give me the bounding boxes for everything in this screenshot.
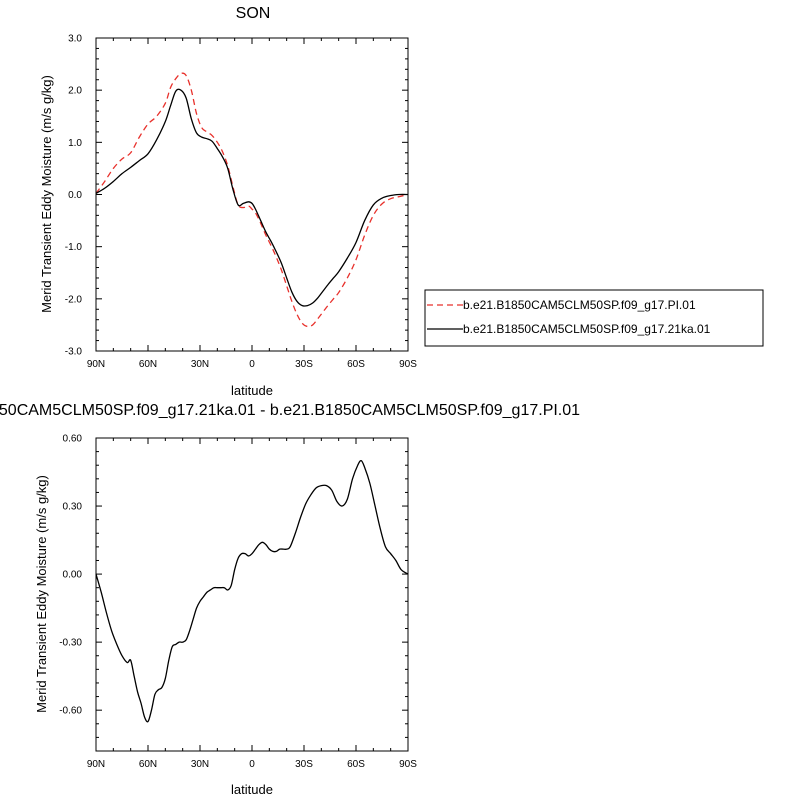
legend-label-21ka: b.e21.B1850CAM5CLM50SP.f09_g17.21ka.01 [463, 322, 711, 336]
x-axis-label: latitude [231, 383, 273, 398]
series-line-0 [95, 72, 409, 328]
legend: b.e21.B1850CAM5CLM50SP.f09_g17.PI.01 b.e… [424, 289, 764, 347]
x-tick-label: 90S [399, 359, 417, 370]
y-tick-label: 0.60 [63, 434, 83, 445]
x-tick-label: 90N [87, 759, 105, 770]
legend-label-pi: b.e21.B1850CAM5CLM50SP.f09_g17.PI.01 [463, 298, 696, 312]
x-tick-label: 30N [191, 359, 209, 370]
series-group [95, 72, 409, 328]
x-tick-label: 0 [249, 759, 255, 770]
x-axis: 90N 60N 30N 0 30S 60S 90S [87, 438, 417, 770]
series-line-0 [95, 459, 409, 723]
x-tick-label: 60N [139, 759, 157, 770]
x-tick-label: 60S [347, 759, 365, 770]
x-tick-label: 60S [347, 359, 365, 370]
y-tick-label: -0.60 [59, 706, 82, 717]
y-tick-label: 0.00 [63, 570, 83, 581]
series-group [95, 459, 409, 723]
y-tick-label: -2.0 [65, 294, 83, 305]
y-tick-label: 1.0 [68, 138, 82, 149]
y-axis: 3.0 2.0 1.0 0.0 -1.0 -2.0 -3.0 [65, 34, 408, 358]
chart-title: SON [236, 5, 271, 22]
x-tick-label: 30S [295, 359, 313, 370]
x-axis-label: latitude [231, 782, 273, 797]
panel-bottom: b.e21.B1850CAM5CLM50SP.f09_g17.21ka.01 -… [0, 402, 580, 797]
x-tick-label: 60N [139, 359, 157, 370]
chart-title-difference: b.e21.B1850CAM5CLM50SP.f09_g17.21ka.01 -… [0, 402, 580, 419]
y-axis: 0.60 0.30 0.00 -0.30 -0.60 [59, 434, 408, 752]
plot-frame [95, 37, 409, 352]
y-tick-label: -3.0 [65, 347, 83, 358]
y-tick-label: 3.0 [68, 34, 82, 45]
y-tick-label: 2.0 [68, 86, 82, 97]
y-tick-label: 0.30 [63, 502, 83, 513]
x-tick-label: 0 [249, 359, 255, 370]
series-line-1 [95, 88, 409, 307]
y-tick-label: 0.0 [68, 190, 82, 201]
y-tick-label: -0.30 [59, 638, 82, 649]
plot-frame [95, 437, 409, 752]
legend-box [424, 289, 764, 347]
x-tick-label: 90N [87, 359, 105, 370]
y-tick-label: -1.0 [65, 242, 83, 253]
x-tick-label: 30S [295, 759, 313, 770]
y-axis-label: Merid Transient Eddy Moisture (m/s g/kg) [34, 475, 49, 713]
x-tick-label: 30N [191, 759, 209, 770]
x-tick-label: 90S [399, 759, 417, 770]
x-axis: 90N 60N 30N 0 30S 60S 90S [87, 38, 417, 370]
panel-top: SON 90N 60N 30N 0 30S 60S 90S 3.0 2.0 1.0 0.0 -1.0… [39, 5, 764, 398]
y-axis-label: Merid Transient Eddy Moisture (m/s g/kg) [39, 75, 54, 313]
